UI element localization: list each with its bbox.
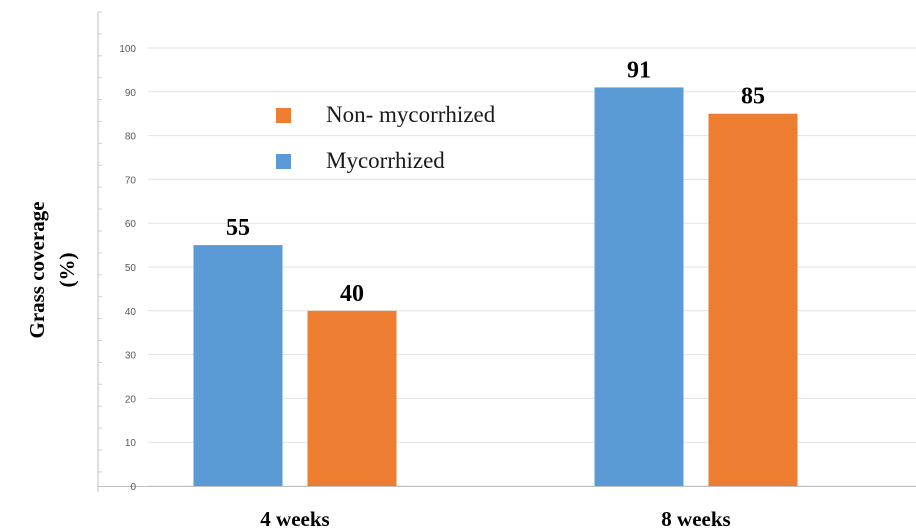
bar-mycorrhized-0 [193, 245, 283, 486]
y-tick-label: 80 [125, 132, 137, 143]
y-tick-label: 30 [125, 351, 137, 362]
legend-label: Non- mycorrhized [326, 102, 496, 127]
bar-mycorrhized-1 [594, 87, 684, 487]
category-labels: 4 weeks 8 weeks [260, 507, 730, 529]
bar-value-label: 91 [627, 57, 651, 83]
y-tick-label: 60 [125, 219, 137, 230]
y-axis-title: Grass coverage (%) [25, 201, 79, 338]
bar-value-label: 85 [741, 84, 765, 110]
y-tick-label: 70 [125, 175, 137, 186]
legend-label: Mycorrhized [326, 148, 445, 173]
y-axis-title-line2: (%) [55, 253, 79, 288]
y-tick-label: 0 [130, 482, 136, 493]
y-tick-label: 90 [125, 88, 137, 99]
legend: Non- mycorrhized Mycorrhized [276, 102, 496, 173]
y-tick-label: 50 [125, 263, 137, 274]
legend-swatch [276, 108, 291, 123]
bar-value-label: 40 [340, 281, 364, 307]
y-tick-label: 10 [125, 438, 137, 449]
axes [97, 11, 916, 492]
x-category-label: 8 weeks [661, 507, 730, 529]
value-labels: 55 40 91 85 [226, 57, 765, 306]
bar-non-mycorrhized-1 [708, 113, 798, 486]
bars [193, 87, 798, 487]
bar-value-label: 55 [226, 215, 250, 241]
y-ticks: 0 10 20 30 40 50 60 70 80 90 100 [119, 44, 136, 493]
x-category-label: 4 weeks [260, 507, 329, 529]
bar-non-mycorrhized-0 [307, 310, 397, 486]
y-tick-label: 20 [125, 394, 137, 405]
legend-swatch [276, 154, 291, 169]
y-axis-title-line1: Grass coverage [25, 201, 49, 338]
y-tick-label: 40 [125, 307, 137, 318]
y-tick-label: 100 [119, 44, 136, 55]
